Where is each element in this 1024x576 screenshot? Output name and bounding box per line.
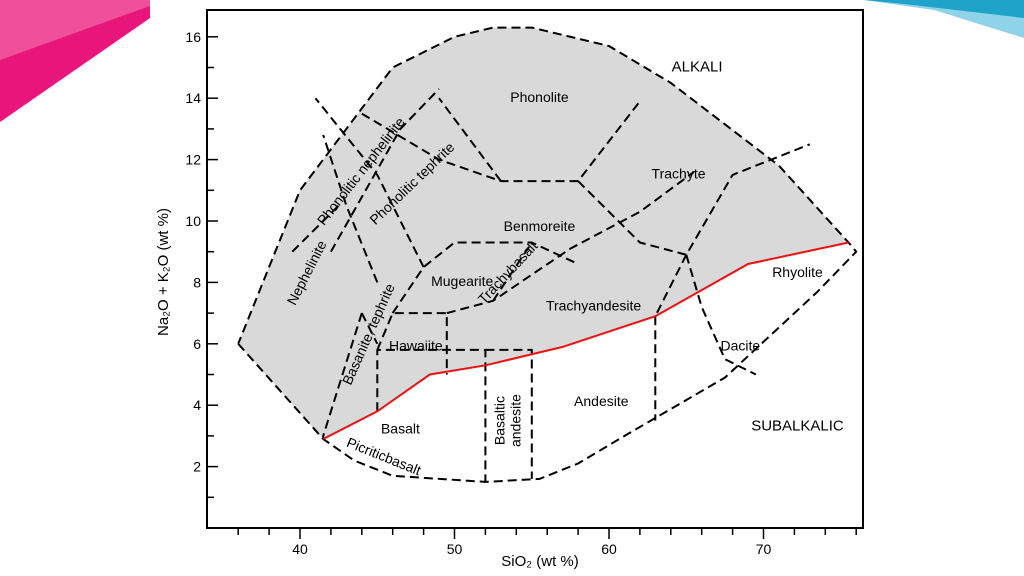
field-boundary-line-15 — [577, 143, 811, 256]
field-boundary-line-8 — [360, 312, 379, 345]
field-label-10: Dacite — [720, 338, 760, 354]
field-label-6: Hawaiite — [389, 338, 443, 354]
y-tick-label: 12 — [185, 152, 201, 168]
field-label-3: Mugearite — [431, 273, 493, 289]
plot-frame — [206, 9, 864, 529]
field-label-1: Trachyte — [652, 166, 706, 182]
alkaline-subalkaline-divider — [322, 241, 849, 440]
field-boundary-line-14 — [438, 97, 502, 182]
y-axis-title: Na₂O + K₂O (wt %) — [155, 208, 172, 336]
field-label-11: Rhyolite — [772, 264, 823, 280]
y-tick-label: 6 — [193, 336, 201, 352]
field-label-0: Phonolite — [510, 89, 569, 105]
slide-accent-left — [0, 0, 150, 122]
field-boundary-line-1 — [485, 348, 533, 479]
field-boundaries — [237, 26, 858, 483]
outer-boundary-line — [237, 26, 858, 483]
field-boundary-line-9 — [314, 97, 425, 268]
x-tick-label: 40 — [292, 541, 308, 557]
y-tick-label: 4 — [193, 397, 201, 413]
field-boundary-line-16 — [654, 254, 688, 317]
x-tick-label: 50 — [447, 541, 463, 557]
field-label-line: Basaltic — [491, 396, 507, 445]
annotation-label-1: SUBALKALIC — [751, 418, 844, 435]
x-tick-label: 60 — [601, 541, 617, 557]
field-boundary-line-12 — [291, 204, 340, 253]
field-label-2: Benmoreite — [504, 218, 576, 234]
accent-left-shape-2 — [0, 0, 150, 60]
axis-ticks: 40 50 60 70 2 4 6 8 10 12 14 16 — [185, 29, 857, 557]
divider-line — [322, 241, 849, 440]
field-boundary-line-6 — [492, 241, 533, 302]
field-label-7: Basalt — [381, 420, 420, 436]
field-boundary-line-17 — [685, 254, 757, 376]
field-boundary-line-10 — [322, 134, 379, 283]
field-boundary-line-5 — [446, 171, 695, 315]
y-tick-label: 10 — [185, 213, 201, 229]
field-boundary-line-11 — [330, 88, 440, 253]
field-label-8: Basalticandesite — [491, 394, 523, 447]
y-tick-label: 2 — [193, 459, 201, 475]
field-boundary-line-3 — [376, 312, 448, 375]
field-label-9: Andesite — [574, 393, 629, 409]
slide-accent-right — [864, 0, 1024, 38]
y-tick-label: 14 — [185, 90, 201, 106]
plot-frame-rect — [206, 9, 864, 529]
y-tick-label: 16 — [185, 29, 201, 45]
y-tick-label: 8 — [193, 274, 201, 290]
field-label-5: Trachyandesite — [546, 298, 641, 314]
annotation-label-0: ALKALI — [672, 58, 723, 75]
accent-right-shape-2 — [864, 0, 1024, 18]
field-boundary-line-4 — [391, 241, 579, 314]
field-boundary-line-0 — [376, 348, 487, 482]
x-tick-label: 70 — [756, 541, 772, 557]
x-axis-title: SiO₂ (wt %) — [501, 553, 579, 570]
field-label-line: andesite — [507, 394, 523, 447]
